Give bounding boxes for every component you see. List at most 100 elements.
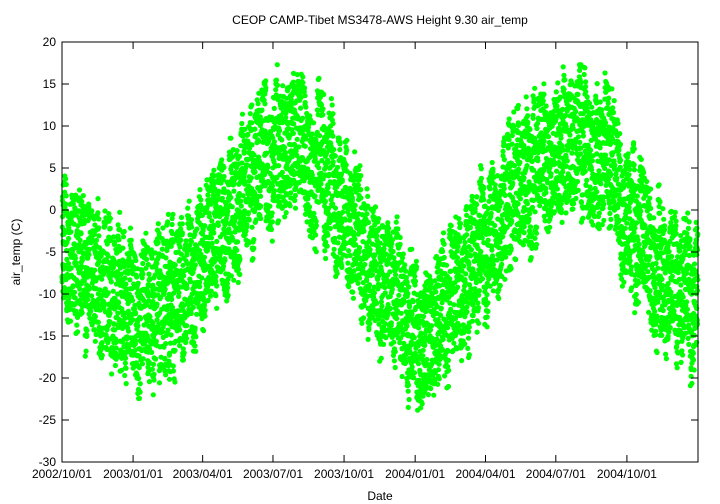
data-point (118, 271, 124, 277)
data-point (406, 284, 412, 290)
data-point (243, 228, 249, 234)
data-point (405, 291, 411, 297)
data-point (72, 289, 78, 295)
data-point (391, 358, 397, 364)
data-point (300, 74, 306, 80)
data-point (188, 279, 194, 285)
data-point (366, 282, 373, 288)
data-point (343, 162, 349, 168)
data-point (445, 357, 451, 363)
data-point (110, 234, 117, 240)
data-point (246, 217, 252, 223)
data-point (89, 208, 95, 214)
data-point (139, 361, 146, 367)
data-point (532, 85, 538, 91)
data-point (474, 194, 480, 200)
data-point (86, 286, 92, 292)
data-point (155, 239, 161, 246)
data-point (189, 224, 195, 230)
data-point (465, 345, 471, 351)
data-point (352, 149, 358, 155)
data-point (188, 217, 195, 223)
data-point (468, 247, 475, 253)
data-point (436, 376, 442, 382)
data-point (490, 288, 496, 294)
data-point (82, 353, 88, 359)
data-point (167, 350, 173, 356)
data-point (525, 119, 531, 125)
data-point (66, 295, 72, 301)
data-point (376, 216, 382, 222)
data-point (501, 157, 507, 163)
data-point (218, 249, 224, 255)
data-point (311, 120, 317, 126)
data-point (420, 347, 426, 353)
data-point (358, 195, 364, 201)
data-point (395, 226, 401, 232)
data-point (122, 360, 128, 366)
data-point (180, 346, 186, 352)
data-point (321, 91, 327, 98)
data-point (181, 303, 187, 309)
data-point (146, 359, 152, 365)
data-point (125, 270, 131, 276)
data-point (474, 329, 480, 335)
data-point (84, 265, 90, 271)
data-point (145, 261, 151, 268)
data-point (229, 154, 236, 160)
data-point (499, 261, 505, 267)
data-point (121, 264, 127, 270)
data-point (202, 307, 208, 313)
data-point (280, 83, 286, 89)
data-point (513, 257, 519, 263)
data-point (309, 131, 315, 137)
data-point (313, 232, 319, 238)
data-point (249, 120, 255, 126)
data-point (413, 264, 420, 270)
data-point (207, 293, 214, 299)
data-point (269, 183, 276, 189)
data-point (156, 380, 163, 386)
data-point (144, 319, 150, 325)
data-point (240, 193, 246, 199)
data-point (201, 254, 208, 260)
data-point (86, 252, 92, 258)
data-point (231, 180, 237, 186)
data-point (479, 235, 485, 241)
data-point (136, 353, 142, 359)
data-point (400, 251, 406, 257)
data-point (209, 240, 215, 246)
data-point (185, 205, 191, 211)
data-point (151, 377, 157, 383)
data-point (63, 176, 69, 182)
data-point (96, 259, 102, 265)
data-point (221, 164, 227, 171)
data-point (208, 235, 214, 241)
data-point (533, 230, 540, 236)
data-point (344, 147, 350, 153)
data-point (284, 95, 290, 101)
data-point (167, 340, 173, 346)
data-point (68, 229, 74, 235)
data-point (245, 131, 251, 137)
data-point (239, 160, 245, 166)
data-point (409, 311, 415, 317)
data-point (508, 266, 514, 272)
data-point (79, 310, 85, 316)
data-point (228, 194, 234, 201)
data-point (123, 381, 129, 387)
data-point (331, 146, 337, 153)
data-point (154, 260, 160, 266)
data-point (521, 230, 527, 236)
data-point (244, 222, 250, 228)
data-point (235, 266, 241, 272)
data-point (403, 359, 409, 365)
data-point (287, 203, 293, 209)
data-point (172, 272, 178, 278)
data-point (251, 237, 257, 243)
data-point (95, 196, 101, 202)
data-point (96, 233, 102, 239)
data-point (524, 163, 530, 169)
data-point (240, 132, 246, 138)
